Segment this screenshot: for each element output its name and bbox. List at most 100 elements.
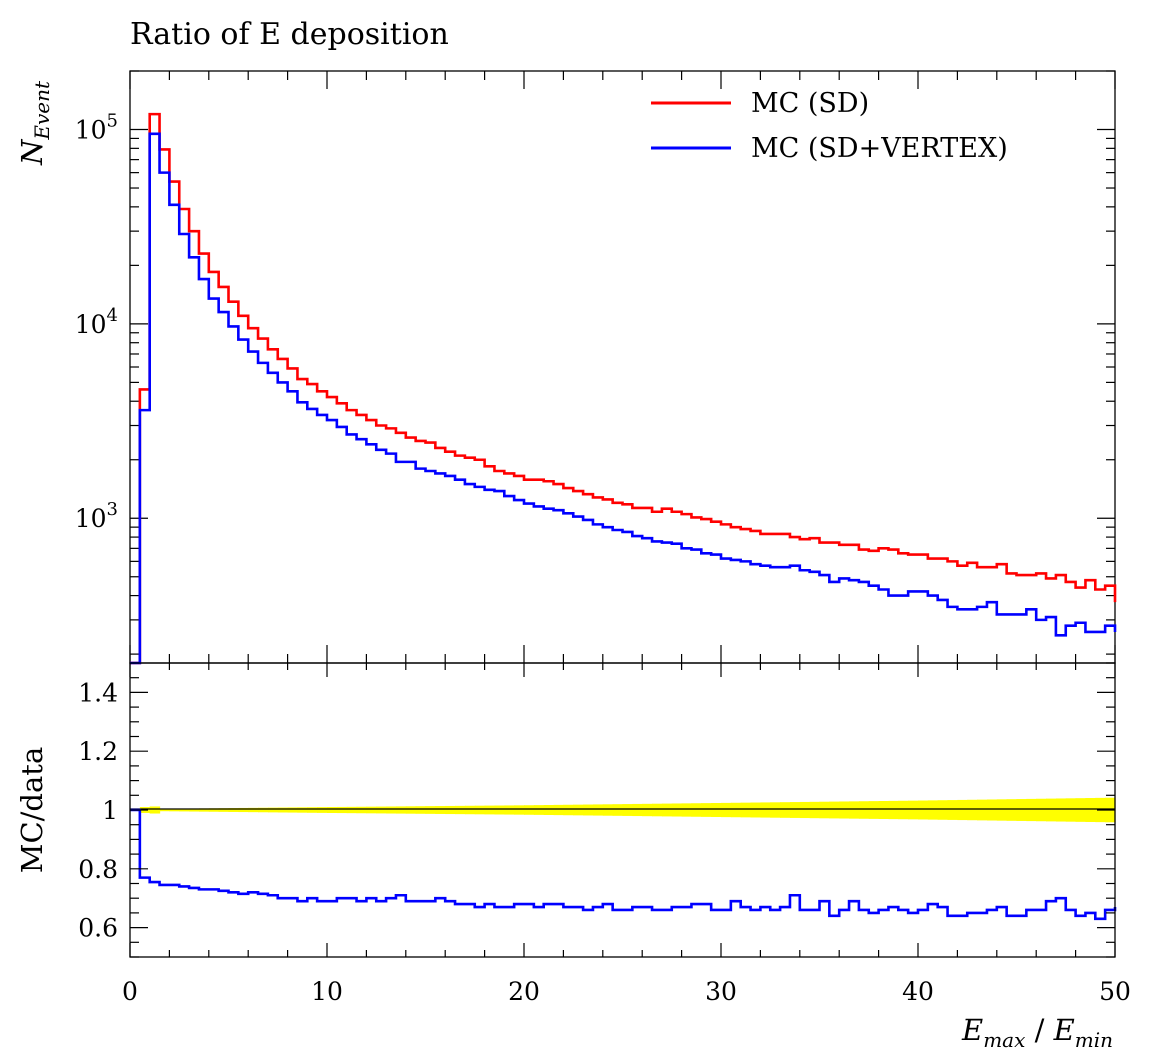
legend-label-mc-sd-vertex: MC (SD+VERTEX) (751, 133, 1008, 164)
band-bin (799, 801, 811, 819)
band-bin (563, 804, 574, 816)
y-tick-mantissa: 10 (75, 504, 107, 533)
ratio-y-tick-label: 0.8 (78, 855, 118, 884)
band-bin (967, 799, 978, 821)
band-bin (248, 807, 259, 813)
band-bin (996, 799, 1008, 821)
band-bin (721, 802, 732, 818)
band-bin (287, 807, 299, 813)
band-bin (218, 808, 230, 812)
band-bin (455, 805, 466, 815)
main-y-tick-label: 105 (75, 111, 118, 145)
band-bin (297, 807, 308, 813)
band-bin (179, 808, 190, 812)
band-bin (888, 800, 899, 820)
band-bin (435, 806, 446, 814)
band-bin (149, 806, 161, 814)
band-bin (1036, 798, 1047, 822)
band-bin (661, 803, 673, 817)
x-tick-label: 50 (1099, 977, 1131, 1006)
band-bin (819, 801, 830, 819)
ratio-panel: 0.6 0.8 1 1.2 1.4 MC/data (15, 662, 1117, 958)
x-label-sub-min: min (1075, 1028, 1113, 1052)
band-bin (533, 805, 545, 815)
band-bin (208, 808, 220, 812)
ratio-uncertainty-band (139, 797, 1116, 823)
band-bin (868, 801, 880, 819)
x-tick-label: 40 (902, 977, 934, 1006)
main-series-line-mc-sd-vertex (130, 132, 1117, 665)
band-bin (1046, 798, 1057, 822)
band-bin (947, 800, 958, 820)
main-y-tick-label: 103 (75, 499, 118, 533)
band-bin (701, 803, 712, 817)
band-bin (504, 805, 515, 815)
band-bin (642, 803, 653, 817)
x-label-sub-max: max (983, 1028, 1025, 1052)
band-bin (543, 805, 555, 815)
band-bin (750, 802, 761, 818)
ratio-y-tick-labels: 0.6 0.8 1 1.2 1.4 (78, 678, 118, 942)
band-bin (317, 807, 328, 813)
y-tick-exponent: 3 (107, 499, 118, 520)
band-bin (169, 808, 180, 812)
band-bin (336, 806, 348, 814)
y-label-subscript: Event (30, 80, 54, 141)
band-bin (425, 806, 436, 814)
band-bin (602, 804, 614, 816)
band-bin (307, 807, 318, 813)
band-bin (612, 804, 624, 816)
y-tick-exponent: 5 (107, 111, 118, 132)
band-bin (760, 802, 771, 818)
band-bin (1075, 798, 1087, 822)
band-bin (356, 806, 367, 814)
main-y-axis-label: NEvent (15, 80, 54, 166)
x-tick-label: 10 (311, 977, 343, 1006)
band-bin (740, 802, 752, 818)
band-bin (583, 804, 594, 816)
band-bin (494, 805, 505, 815)
main-series-line-mc-sd (130, 112, 1117, 665)
band-bin (592, 804, 604, 816)
band-bin (809, 801, 821, 819)
band-bin (927, 800, 939, 820)
ratio-y-tick-label: 0.6 (78, 914, 118, 943)
band-bin (376, 806, 387, 814)
band-bin (1026, 798, 1037, 822)
band-bin (918, 800, 929, 820)
chart-title: Ratio of E deposition (130, 17, 449, 52)
band-bin (258, 807, 269, 813)
band-bin (730, 802, 742, 818)
band-bin (405, 806, 417, 814)
band-bin (228, 808, 239, 812)
band-bin (1016, 799, 1027, 821)
y-tick-mantissa: 10 (75, 310, 107, 339)
band-bin (898, 800, 909, 820)
band-bin (277, 807, 289, 813)
main-y-tick-label: 104 (75, 305, 118, 339)
band-bin (159, 808, 170, 812)
band-bin (484, 805, 496, 815)
ratio-y-tick-label: 1 (102, 796, 118, 825)
band-bin (770, 802, 781, 818)
legend: MC (SD) MC (SD+VERTEX) (651, 88, 1008, 164)
band-bin (839, 801, 850, 819)
x-tick-label: 30 (705, 977, 737, 1006)
band-bin (977, 799, 988, 821)
x-tick-label: 20 (508, 977, 540, 1006)
band-bin (780, 802, 791, 818)
band-bin (849, 801, 860, 819)
band-bin (573, 804, 584, 816)
ratio-y-tick-label: 1.4 (78, 678, 118, 707)
band-bin (829, 801, 840, 819)
band-bin (238, 807, 249, 813)
band-bin (395, 806, 407, 814)
band-bin (711, 803, 722, 817)
band-bin (346, 806, 358, 814)
band-bin (189, 808, 200, 812)
main-series (130, 112, 1117, 665)
ratio-axis-ticks (129, 662, 1116, 958)
band-bin (524, 805, 535, 815)
